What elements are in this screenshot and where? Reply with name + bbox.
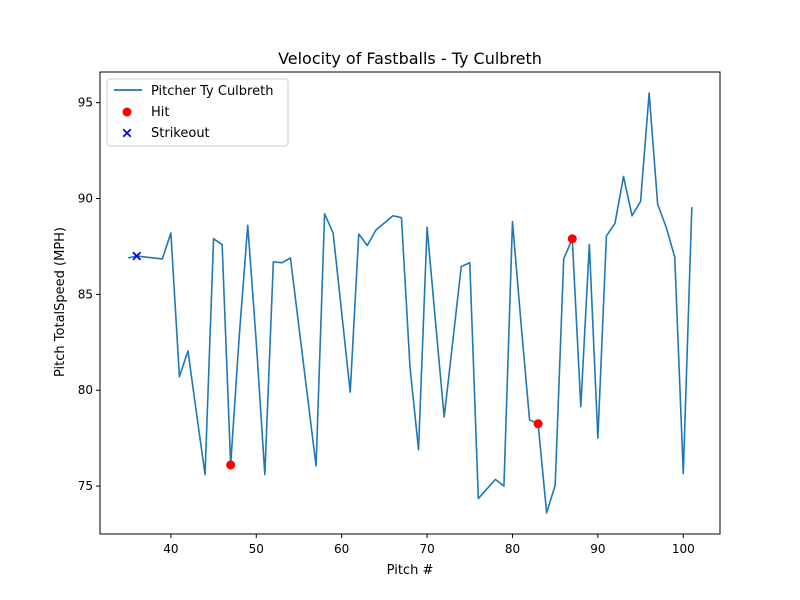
series-line-0: [128, 92, 693, 514]
legend-label: Strikeout: [151, 126, 210, 141]
legend-x-icon: [122, 128, 132, 138]
x-tick-label: 90: [590, 542, 605, 556]
legend-circle-icon: [122, 107, 132, 117]
hit-point: [226, 460, 236, 470]
y-tick-label: 85: [78, 287, 93, 301]
y-tick-label: 80: [78, 383, 93, 397]
hit-point: [533, 419, 543, 429]
x-tick-label: 80: [505, 542, 520, 556]
x-tick-label: 50: [249, 542, 264, 556]
strikeout-point: [132, 251, 142, 261]
y-tick-label: 75: [78, 479, 93, 493]
x-tick-label: 40: [163, 542, 178, 556]
legend-label: Hit: [151, 105, 169, 120]
y-tick-label: 90: [78, 192, 93, 206]
legend: Pitcher Ty Culbreth Hit Strikeout: [106, 78, 289, 147]
plot-area: [128, 92, 693, 514]
axes-frame: [99, 71, 721, 535]
x-axis-label: Pitch #: [387, 563, 434, 578]
hit-point: [567, 234, 577, 244]
y-tick-label: 95: [78, 96, 93, 110]
y-axis-label: Pitch TotalSpeed (MPH): [53, 227, 68, 377]
x-tick-label: 60: [334, 542, 349, 556]
x-tick-label: 70: [419, 542, 434, 556]
chart-title: Velocity of Fastballs - Ty Culbreth: [278, 49, 542, 68]
legend-box: [106, 78, 289, 147]
axis-ticks: 40 50 60 70 80 90 100 75 80 85 90 95: [78, 96, 695, 556]
legend-label: Pitcher Ty Culbreth: [151, 84, 273, 99]
x-tick-label: 100: [672, 542, 695, 556]
